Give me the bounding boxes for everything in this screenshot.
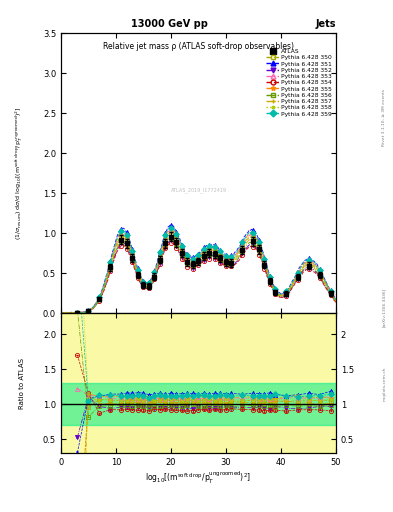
- Text: Jets: Jets: [316, 19, 336, 30]
- Legend: ATLAS, Pythia 6.428 350, Pythia 6.428 351, Pythia 6.428 352, Pythia 6.428 353, P: ATLAS, Pythia 6.428 350, Pythia 6.428 35…: [265, 48, 333, 118]
- Text: Rivet 3.1.10, ≥ 3M events: Rivet 3.1.10, ≥ 3M events: [382, 89, 386, 146]
- Y-axis label: $(1/\sigma_{\rm resum})$ d$\sigma$/d log$_{10}$[(m$^{\rm soft\ drop}$/p$_T^{\rm : $(1/\sigma_{\rm resum})$ d$\sigma$/d log…: [14, 106, 25, 240]
- X-axis label: log$_{10}$[(m$^{\rm soft\ drop}$/p$_T^{\rm ungroomed})^2$]: log$_{10}$[(m$^{\rm soft\ drop}$/p$_T^{\…: [145, 470, 252, 486]
- Text: 13000 GeV pp: 13000 GeV pp: [130, 19, 208, 30]
- Text: Relative jet mass ρ (ATLAS soft-drop observables): Relative jet mass ρ (ATLAS soft-drop obs…: [103, 41, 294, 51]
- Bar: [61, 313, 336, 453]
- Y-axis label: Ratio to ATLAS: Ratio to ATLAS: [19, 358, 25, 409]
- Bar: [61, 383, 336, 425]
- Text: [arXiv:1306.3436]: [arXiv:1306.3436]: [382, 288, 386, 327]
- Text: mcplots.cern.ch: mcplots.cern.ch: [382, 367, 386, 401]
- Text: ATLAS_2019_I1772419: ATLAS_2019_I1772419: [171, 187, 226, 193]
